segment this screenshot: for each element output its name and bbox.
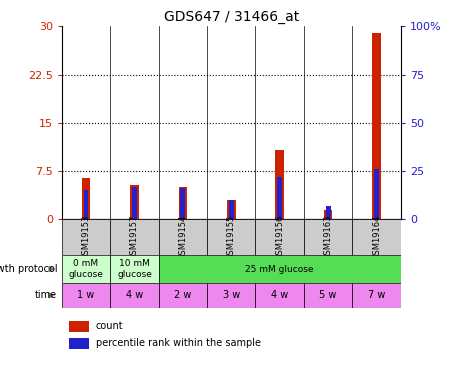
Text: 5 w: 5 w — [319, 290, 337, 300]
Text: time: time — [35, 290, 57, 300]
Text: 1 w: 1 w — [77, 290, 95, 300]
Bar — [62, 283, 110, 308]
Title: GDS647 / 31466_at: GDS647 / 31466_at — [164, 10, 299, 24]
Text: 4 w: 4 w — [271, 290, 289, 300]
Bar — [179, 186, 187, 219]
Bar — [62, 255, 110, 283]
Text: 4 w: 4 w — [126, 290, 143, 300]
Bar — [227, 200, 236, 219]
Text: GSM19164: GSM19164 — [372, 214, 381, 260]
Bar — [304, 283, 352, 308]
Text: 10 mM
glucose: 10 mM glucose — [117, 260, 152, 279]
Text: 25 mM glucose: 25 mM glucose — [245, 265, 314, 274]
Text: 0 mM
glucose: 0 mM glucose — [69, 260, 104, 279]
Text: GSM19153: GSM19153 — [82, 214, 91, 260]
Text: growth protocol: growth protocol — [0, 264, 57, 274]
Bar — [180, 189, 185, 219]
Bar — [277, 177, 282, 219]
Bar — [110, 283, 158, 308]
Bar — [256, 219, 304, 255]
Bar — [62, 219, 110, 255]
Text: count: count — [96, 321, 123, 331]
Text: GSM19157: GSM19157 — [130, 214, 139, 260]
Bar — [326, 206, 331, 219]
Text: GSM19155: GSM19155 — [227, 214, 236, 260]
Bar — [82, 177, 90, 219]
Text: 2 w: 2 w — [174, 290, 191, 300]
Bar — [229, 200, 234, 219]
Text: GSM19163: GSM19163 — [324, 214, 333, 260]
Bar — [69, 321, 89, 332]
Bar — [158, 283, 207, 308]
Bar — [372, 33, 381, 219]
Bar — [132, 186, 137, 219]
Bar — [352, 283, 401, 308]
Bar — [207, 219, 256, 255]
Text: GSM19154: GSM19154 — [178, 214, 187, 260]
Text: 3 w: 3 w — [223, 290, 240, 300]
Bar — [110, 255, 158, 283]
Bar — [130, 185, 139, 219]
Bar — [256, 283, 304, 308]
Bar — [352, 219, 401, 255]
Bar — [207, 283, 256, 308]
Bar — [110, 219, 158, 255]
Bar — [158, 219, 207, 255]
Bar — [158, 255, 401, 283]
Bar — [304, 219, 352, 255]
Bar — [324, 210, 333, 219]
Bar — [275, 150, 284, 219]
Bar — [84, 190, 88, 219]
Text: percentile rank within the sample: percentile rank within the sample — [96, 338, 261, 348]
Bar — [69, 338, 89, 349]
Bar — [374, 169, 379, 219]
Text: GSM19156: GSM19156 — [275, 214, 284, 260]
Text: 7 w: 7 w — [368, 290, 385, 300]
